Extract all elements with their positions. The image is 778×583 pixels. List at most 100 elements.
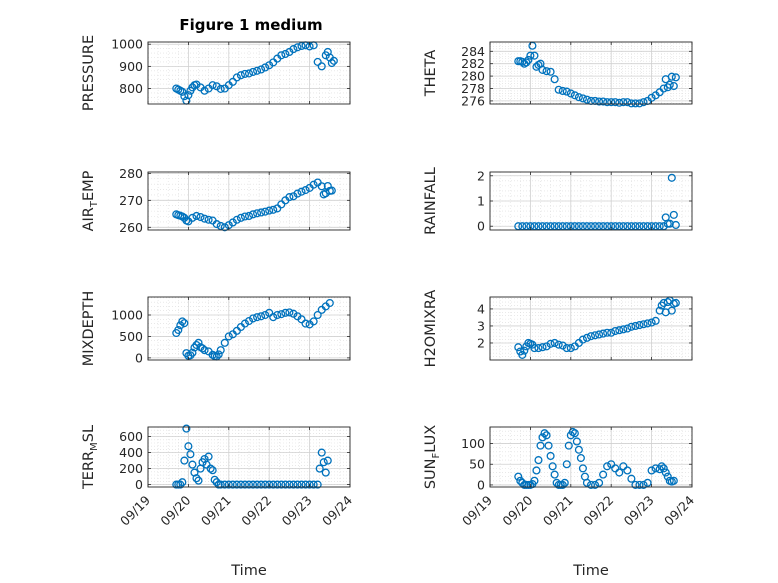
y-axis-label: TERRMSL	[81, 425, 100, 490]
data-point	[615, 468, 624, 477]
data-point	[289, 45, 298, 54]
data-point	[546, 451, 555, 461]
data-point	[313, 57, 322, 66]
data-point	[176, 480, 185, 489]
y-tick-label: 3	[477, 318, 485, 333]
data-point	[277, 310, 286, 319]
data-point	[261, 207, 270, 216]
data-point	[285, 480, 294, 489]
data-point	[313, 310, 322, 320]
data-point	[253, 313, 262, 322]
data-point	[240, 69, 250, 78]
data-point	[248, 210, 258, 219]
data-point	[603, 328, 612, 337]
data-point	[289, 480, 298, 489]
data-point	[576, 453, 585, 463]
data-point	[631, 480, 640, 489]
data-point	[228, 218, 237, 227]
y-tick-label: 284	[461, 44, 485, 59]
data-point	[178, 87, 187, 96]
y-tick-label: 282	[461, 56, 485, 71]
data-point	[208, 81, 217, 90]
data-point	[248, 67, 258, 76]
data-point	[232, 480, 241, 489]
data-point	[558, 480, 567, 489]
data-point	[309, 180, 318, 189]
data-point	[558, 341, 567, 350]
data-point	[309, 317, 318, 326]
data-point	[317, 182, 326, 191]
data-point	[253, 480, 262, 489]
data-point	[273, 204, 282, 213]
data-point	[248, 480, 258, 489]
data-point	[204, 452, 213, 461]
data-point	[586, 332, 596, 341]
data-point	[635, 99, 644, 108]
data-point	[202, 460, 211, 469]
data-point	[244, 211, 254, 221]
data-point	[212, 220, 221, 229]
data-point	[301, 186, 310, 195]
data-point	[285, 308, 294, 317]
data-point	[631, 321, 640, 331]
data-point	[184, 91, 193, 100]
data-point	[236, 213, 245, 222]
subplot-rainfall: 0 1 2 RAINFALL	[423, 167, 693, 235]
data-point	[321, 468, 330, 477]
data-point	[194, 476, 203, 485]
data-point	[536, 441, 545, 450]
data-point	[257, 65, 266, 74]
data-point	[244, 69, 254, 78]
data-point	[178, 478, 187, 487]
data-point	[635, 480, 644, 489]
data-point	[534, 344, 543, 353]
data-point	[659, 84, 668, 93]
data-point	[293, 189, 302, 198]
data-point	[661, 468, 670, 477]
data-point	[538, 433, 547, 442]
subplot-pressure: 800 900 1000 PRESSURE	[81, 35, 351, 111]
data-point	[542, 67, 551, 76]
data-point	[220, 223, 229, 232]
data-point	[224, 480, 233, 489]
data-point	[269, 480, 278, 489]
subplot-mixdepth: 0 500 1000 MIXDEPTH	[81, 291, 351, 366]
data-point	[669, 81, 678, 91]
data-point	[562, 460, 571, 469]
y-tick-label: 0	[477, 219, 485, 234]
data-point	[663, 472, 672, 481]
data-point	[188, 460, 197, 469]
data-point	[619, 325, 628, 334]
y-tick-label: 800	[119, 81, 143, 96]
data-point	[174, 325, 183, 335]
data-point	[289, 192, 298, 201]
x-axis-label: Time	[572, 563, 609, 579]
data-point	[309, 480, 318, 489]
data-point	[301, 480, 310, 489]
data-point	[595, 97, 604, 106]
data-point	[524, 55, 533, 65]
data-point	[206, 464, 215, 473]
data-point	[281, 49, 290, 59]
data-point	[611, 326, 620, 336]
axes-box	[147, 296, 351, 361]
data-point	[546, 67, 555, 76]
data-point	[200, 86, 209, 95]
data-point	[297, 480, 306, 489]
data-point	[647, 318, 656, 327]
data-point	[534, 456, 543, 465]
data-point	[240, 212, 250, 221]
data-point	[216, 84, 225, 93]
data-point	[603, 462, 612, 471]
data-point	[228, 77, 237, 86]
data-point	[582, 95, 592, 104]
data-point	[647, 466, 656, 475]
data-point	[204, 215, 213, 224]
data-point	[566, 89, 575, 98]
data-point	[269, 205, 278, 214]
data-point	[550, 338, 559, 348]
subplot-air-temp: 260 270 280 AIRTEMP	[81, 166, 351, 235]
data-point	[257, 480, 266, 489]
